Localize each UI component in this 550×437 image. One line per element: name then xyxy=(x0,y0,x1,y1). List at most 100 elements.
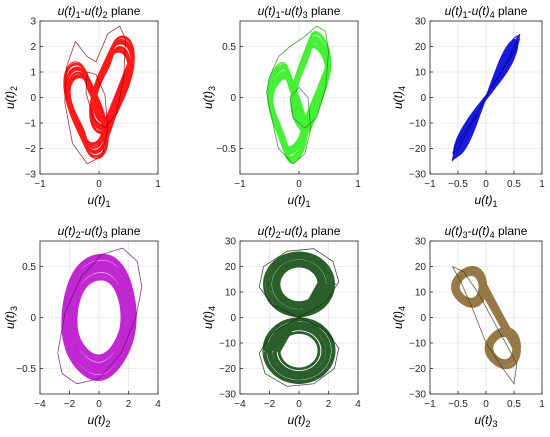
subplot-6: −1 −0.5 0 0.5 1 −30 −20 −10 0 10 20 30 u(t)3-u(t)4 p… xyxy=(391,224,545,429)
y-axis-label: u(t)4 xyxy=(391,86,407,109)
x-axis-label: u(t)1 xyxy=(87,193,110,209)
y-tick-label: −10 xyxy=(409,339,426,350)
trajectory xyxy=(258,248,340,387)
x-axis-label: u(t)2 xyxy=(87,413,110,429)
x-tick-label: 1 xyxy=(539,179,545,190)
x-axis-label: u(t)1 xyxy=(474,193,497,209)
x-tick-label: 0.5 xyxy=(507,179,521,190)
x-tick-label: −2 xyxy=(64,399,76,410)
y-tick-label: 10 xyxy=(415,288,427,299)
y-tick-label: −2 xyxy=(25,144,37,155)
x-tick-label: 0 xyxy=(296,179,302,190)
y-tick-label: −1 xyxy=(25,119,37,130)
y-tick-label: 2 xyxy=(30,42,36,53)
y-axis-label: u(t)2 xyxy=(3,86,19,109)
trajectory-series xyxy=(57,247,143,385)
y-tick-label: −10 xyxy=(409,119,426,130)
x-tick-label: 0 xyxy=(483,179,489,190)
x-tick-label: 1 xyxy=(155,179,161,190)
trajectory-band xyxy=(266,30,332,164)
y-tick-label: −20 xyxy=(409,364,426,375)
y-axis-label: u(t)3 xyxy=(201,86,217,109)
y-tick-label: 20 xyxy=(415,262,427,273)
trajectory-series xyxy=(266,25,329,165)
x-axis-label: u(t)3 xyxy=(474,413,497,429)
subplot-title: u(t)2-u(t)4 plane xyxy=(258,224,341,240)
subplot-2: −1 0 1 −0.5 0 0.5 u(t)1-u(t)3 plane u(t)1 u(t)3 xyxy=(201,4,361,209)
y-tick-label: 30 xyxy=(415,17,427,28)
x-tick-label: 1 xyxy=(539,399,545,410)
subplot-title: u(t)2-u(t)3 plane xyxy=(58,224,141,240)
y-tick-label: −0.5 xyxy=(16,364,36,375)
y-tick-label: −0.5 xyxy=(216,144,236,155)
x-tick-label: 0 xyxy=(96,399,102,410)
trajectory xyxy=(266,25,332,165)
y-tick-label: 20 xyxy=(415,42,427,53)
y-tick-label: 3 xyxy=(30,17,36,28)
y-tick-label: −30 xyxy=(409,170,426,181)
x-axis-label: u(t)2 xyxy=(287,413,310,429)
subplot-title: u(t)1-u(t)3 plane xyxy=(258,4,341,20)
y-tick-label: 20 xyxy=(225,262,237,273)
y-tick-label: −30 xyxy=(219,390,236,401)
x-tick-label: −1 xyxy=(424,179,436,190)
x-tick-label: −4 xyxy=(234,399,246,410)
y-tick-label: 10 xyxy=(415,68,427,79)
trajectory-band xyxy=(63,35,135,160)
x-tick-label: 0 xyxy=(96,179,102,190)
y-axis-label: u(t)4 xyxy=(391,306,407,329)
x-tick-label: 1 xyxy=(355,179,361,190)
trajectory-band xyxy=(262,251,337,384)
trajectory-series xyxy=(64,25,126,165)
x-tick-label: 0 xyxy=(483,399,489,410)
x-tick-label: −2 xyxy=(264,399,276,410)
subplot-title: u(t)1-u(t)2 plane xyxy=(58,4,141,20)
x-tick-label: 0 xyxy=(296,399,302,410)
x-tick-label: 4 xyxy=(355,399,361,410)
trajectory xyxy=(451,33,521,162)
subplot-1: −1 0 1 −3 −2 −1 0 1 2 3 u(t)1-u(t)2 plane u(t)1 u(t)… xyxy=(3,4,161,209)
y-tick-label: 0 xyxy=(30,93,36,104)
y-tick-label: 0 xyxy=(230,313,236,324)
x-tick-label: −0.5 xyxy=(448,179,468,190)
y-tick-label: −30 xyxy=(409,390,426,401)
x-tick-label: 4 xyxy=(155,399,161,410)
trajectory-series xyxy=(258,248,340,387)
grid-lines xyxy=(429,240,543,395)
y-tick-label: −10 xyxy=(219,339,236,350)
trajectory-series xyxy=(452,38,519,154)
x-tick-label: 2 xyxy=(326,399,332,410)
y-axis-label: u(t)3 xyxy=(3,306,19,329)
subplot-title: u(t)3-u(t)4 plane xyxy=(445,224,528,240)
x-tick-label: 0.5 xyxy=(507,399,521,410)
y-axis-label: u(t)4 xyxy=(201,306,217,329)
trajectory xyxy=(451,266,522,385)
x-tick-label: −1 xyxy=(424,399,436,410)
x-tick-label: 2 xyxy=(126,399,132,410)
y-tick-label: 30 xyxy=(415,237,427,248)
y-tick-label: 0.5 xyxy=(222,42,236,53)
trajectory xyxy=(57,247,143,385)
subplot-3: −1 −0.5 0 0.5 1 −30 −20 −10 0 10 20 30 u(t)1-u(t)4 p… xyxy=(391,4,545,209)
y-tick-label: 0 xyxy=(30,313,36,324)
y-tick-label: 0.5 xyxy=(22,262,36,273)
subplot-4: −4 −2 0 2 4 −0.5 0 0.5 u(t)2-u(t)3 plane u(t)2 u(t… xyxy=(3,224,161,429)
x-tick-label: −1 xyxy=(34,179,46,190)
y-tick-label: 0 xyxy=(420,313,426,324)
trajectory-series xyxy=(452,266,518,385)
x-tick-label: −1 xyxy=(234,179,246,190)
x-tick-label: −0.5 xyxy=(448,399,468,410)
y-tick-label: 0 xyxy=(420,93,426,104)
y-tick-label: −20 xyxy=(409,144,426,155)
x-tick-label: −4 xyxy=(34,399,46,410)
y-tick-label: −3 xyxy=(25,170,37,181)
y-tick-label: 30 xyxy=(225,237,237,248)
trajectory xyxy=(63,25,135,165)
subplot-title: u(t)1-u(t)4 plane xyxy=(445,4,528,20)
y-tick-label: 1 xyxy=(30,68,36,79)
trajectory-band xyxy=(61,253,137,381)
y-tick-label: 0 xyxy=(230,93,236,104)
x-axis-label: u(t)1 xyxy=(287,193,310,209)
